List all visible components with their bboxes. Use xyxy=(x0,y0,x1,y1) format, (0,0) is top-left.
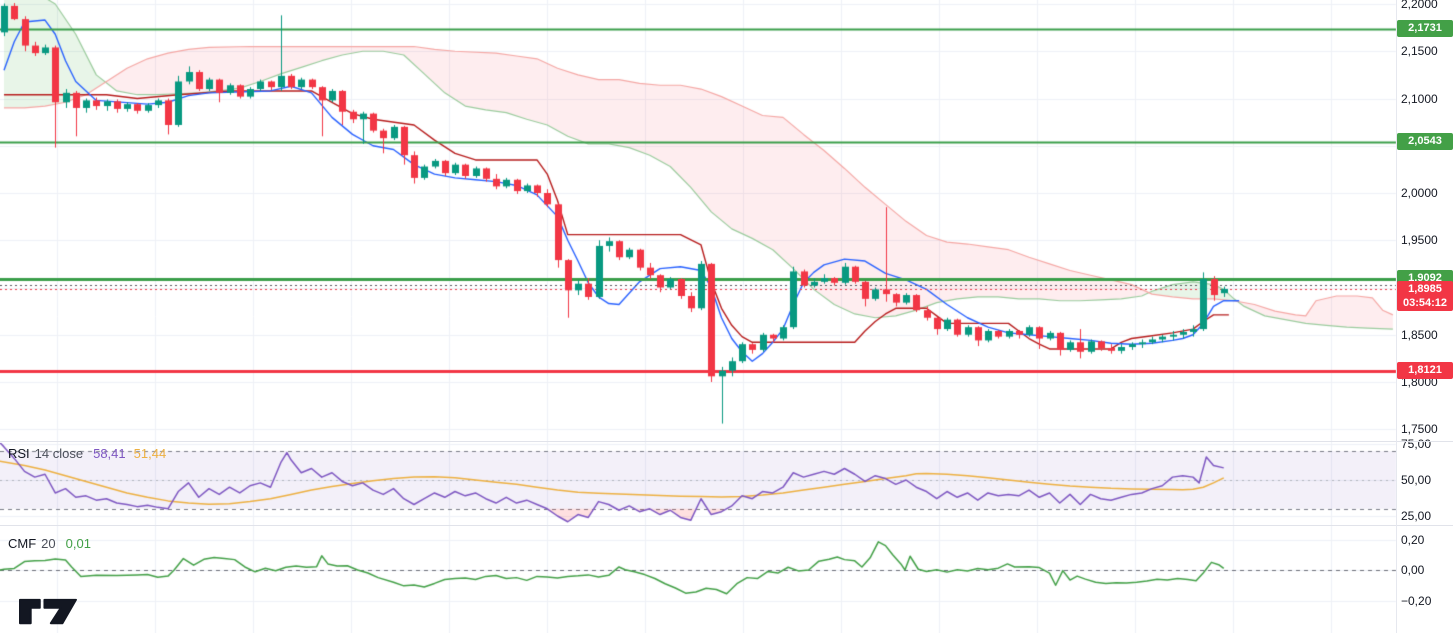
resistance-price-label: 2,0543 xyxy=(1397,132,1453,150)
axis-label[interactable]: 75,00 xyxy=(1401,437,1432,451)
axis-label[interactable]: −0,20 xyxy=(1401,593,1432,608)
cmf-value: 0,01 xyxy=(65,536,91,551)
rsi-indicator-legend[interactable]: RSI 14 close 58,41 51,44 xyxy=(8,446,166,461)
cmf-params: 20 xyxy=(41,536,56,551)
axis-label[interactable]: 25,00 xyxy=(1401,509,1432,523)
axis-label[interactable]: 0,00 xyxy=(1401,563,1425,577)
current-price-value: 1,8985 xyxy=(1408,282,1442,295)
rsi-ma-value: 51,44 xyxy=(133,446,167,461)
rsi-title[interactable]: RSI xyxy=(8,446,30,461)
rsi-params: 14 close xyxy=(34,446,84,461)
tradingview-logo[interactable] xyxy=(19,598,77,625)
axis-label[interactable]: 2,2000 xyxy=(1401,0,1438,11)
axis-label[interactable]: 2,1000 xyxy=(1401,91,1438,106)
cmf-title[interactable]: CMF xyxy=(8,536,37,551)
price-axis-border xyxy=(1396,0,1397,633)
axis-label[interactable]: 2,1500 xyxy=(1401,44,1438,59)
axis-label[interactable]: 0,20 xyxy=(1401,532,1425,547)
rsi-value: 58,41 xyxy=(93,446,126,461)
pane-separator-rsi[interactable] xyxy=(0,441,1453,442)
bar-countdown: 03:54:12 xyxy=(1402,296,1448,309)
axis-label[interactable]: 1,9500 xyxy=(1401,233,1438,248)
support-price-label: 1,8121 xyxy=(1397,361,1453,379)
axis-label[interactable]: 2,0000 xyxy=(1401,186,1438,200)
resistance-price-label: 2,1731 xyxy=(1397,20,1453,38)
pane-separator-cmf[interactable] xyxy=(0,525,1453,526)
cmf-indicator-legend[interactable]: CMF 20 0,01 xyxy=(8,536,91,551)
axis-label[interactable]: 50,00 xyxy=(1401,473,1432,487)
current-price-label: 1,8985 03:54:12 xyxy=(1397,280,1453,311)
axis-label[interactable]: 1,7500 xyxy=(1401,422,1438,437)
axis-label[interactable]: 1,8500 xyxy=(1401,327,1438,342)
